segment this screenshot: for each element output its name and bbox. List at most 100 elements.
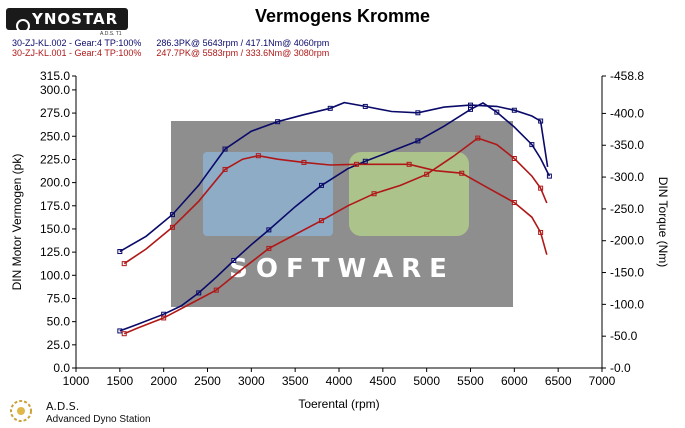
x-tick-label: 6000 [501, 374, 528, 388]
logo-subtext: A.D.S. T1 [100, 31, 122, 37]
y-tick-label-left: 200.0 [40, 176, 70, 190]
chart-axes: 1000 1500 2000 2500 3000 3500 4000 4500 5000 5500… [40, 69, 644, 388]
data-point-power [121, 331, 127, 337]
x-tick-label: 3000 [238, 374, 265, 388]
data-point-torque [354, 161, 360, 167]
run-label-1: 30-ZJ-KL.002 - Gear:4 TP:100% 286.3PK@ 5… [12, 38, 330, 48]
data-point-torque [538, 229, 544, 235]
data-point-power [318, 218, 324, 224]
y-tick-label-right: -200.0 [610, 234, 644, 248]
data-point-torque [327, 105, 333, 111]
y-tick-label-left: 175.0 [40, 199, 70, 213]
y-tick-label-right: -150.0 [610, 266, 644, 280]
y-tick-label-right: -50.0 [610, 329, 638, 343]
data-point-power [546, 173, 552, 179]
data-point-power [538, 185, 544, 191]
x-tick-label: 2500 [194, 374, 221, 388]
data-point-torque [121, 261, 127, 267]
watermark-e-block [203, 152, 333, 236]
data-point-power [266, 227, 272, 233]
data-point-power [362, 158, 368, 164]
y-tick-label-left: 275.0 [40, 106, 70, 120]
footer-subtitle: Advanced Dyno Station [46, 414, 151, 425]
data-point-torque [222, 166, 228, 172]
y-tick-label-left: 50.0 [47, 315, 71, 329]
data-point-torque [362, 103, 368, 109]
data-point-power [371, 191, 377, 197]
data-point-power [318, 182, 324, 188]
dynostar-logo: YNOSTAR [6, 8, 128, 33]
data-point-power [415, 138, 421, 144]
x-tick-label: 3500 [282, 374, 309, 388]
series-line-30-zj-kl-001-power [123, 137, 548, 335]
y-tick-label-right: -0.0 [610, 361, 631, 375]
footer-title: A.D.S. [46, 400, 80, 413]
data-point-power [494, 109, 500, 115]
y-tick-label-left: 150.0 [40, 222, 70, 236]
data-point-torque [459, 170, 465, 176]
x-axis-title: Toerental (rpm) [298, 397, 379, 411]
x-tick-label: 5000 [413, 374, 440, 388]
axis-labels: Toerental (rpm) DIN Motor Vermogen (pk) DI… [10, 154, 670, 411]
series-line-30-zj-kl-001-torque [123, 154, 548, 265]
x-tick-label: 1500 [106, 374, 133, 388]
data-point-torque [117, 249, 123, 255]
eq-software-watermark: SOFTWARE [171, 121, 513, 307]
y-tick-label-right: -458.8 [610, 69, 644, 83]
x-tick-label: 4000 [326, 374, 353, 388]
data-point-torque [169, 224, 175, 230]
data-point-torque [301, 159, 307, 165]
data-point-power [117, 328, 123, 334]
x-tick-label: 4500 [369, 374, 396, 388]
y-tick-label-left: 0.0 [53, 361, 70, 375]
data-point-torque [275, 119, 281, 125]
y-tick-label-left: 315.0 [40, 69, 70, 83]
x-tick-label: 1000 [63, 374, 90, 388]
y-tick-label-right: -350.0 [610, 138, 644, 152]
data-point-torque [511, 200, 517, 206]
y-axis-title-right: DIN Torque (Nm) [656, 177, 670, 267]
y-tick-label-left: 125.0 [40, 245, 70, 259]
y-tick-label-left: 100.0 [40, 268, 70, 282]
data-point-torque [169, 212, 175, 218]
data-point-torque [406, 161, 412, 167]
y-tick-label-right: -100.0 [610, 297, 644, 311]
y-axis-title-left: DIN Motor Vermogen (pk) [10, 154, 24, 291]
logo-d-ring [16, 19, 30, 33]
data-point-power [424, 171, 430, 177]
logo-text: YNOSTAR [32, 10, 119, 28]
data-point-power [475, 135, 481, 141]
data-point-power [231, 257, 237, 263]
y-tick-label-right: -300.0 [610, 170, 644, 184]
y-tick-label-left: 25.0 [47, 338, 71, 352]
series-line-30-zj-kl-002-power [119, 101, 551, 332]
data-point-power [161, 315, 167, 321]
data-point-power [213, 287, 219, 293]
data-point-power [511, 156, 517, 162]
ads-logo-icon [10, 400, 32, 422]
y-tick-label-left: 225.0 [40, 152, 70, 166]
data-point-torque [222, 146, 228, 152]
data-point-torque [468, 102, 473, 108]
chart-series [117, 101, 552, 337]
x-tick-label: 5500 [457, 374, 484, 388]
y-tick-label-right: -250.0 [610, 202, 644, 216]
watermark-text: SOFTWARE [229, 254, 455, 284]
watermark-q-block [349, 152, 469, 236]
run-label-2: 30-ZJ-KL.001 - Gear:4 TP:100% 247.7PK@ 5… [12, 48, 330, 58]
y-tick-label-left: 250.0 [40, 129, 70, 143]
y-tick-label-left: 300.0 [40, 83, 70, 97]
data-point-torque [255, 153, 261, 159]
data-point-power [196, 290, 202, 296]
y-tick-label-right: -400.0 [610, 106, 644, 120]
data-point-torque [511, 107, 517, 113]
x-tick-label: 6500 [545, 374, 572, 388]
data-point-power [529, 142, 535, 148]
series-line-30-zj-kl-002-torque [119, 101, 549, 253]
data-point-torque [538, 118, 544, 124]
x-tick-label: 2000 [150, 374, 177, 388]
data-point-torque [415, 110, 421, 116]
x-tick-label: 7000 [589, 374, 616, 388]
